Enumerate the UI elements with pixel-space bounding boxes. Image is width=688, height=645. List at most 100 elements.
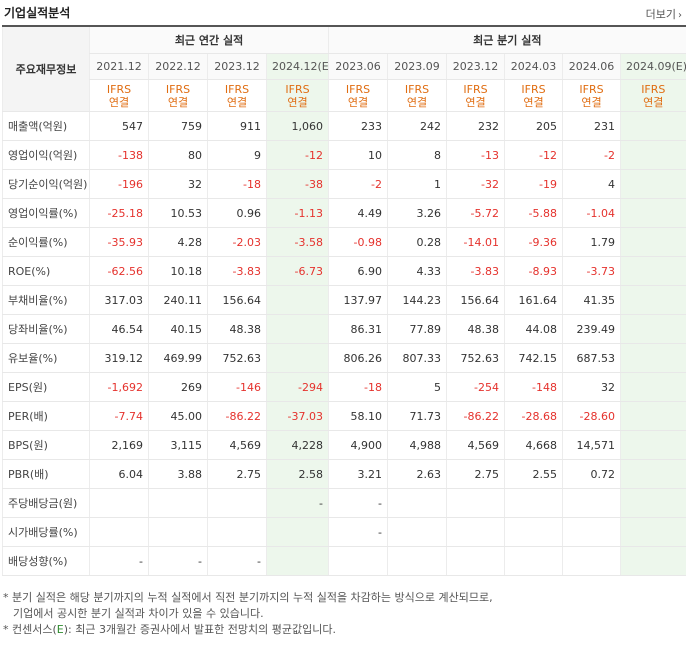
table-cell [265,343,329,373]
table-cell: -2 [562,140,621,170]
table-cell [620,111,686,141]
period-header: 2023.06 [328,53,388,80]
table-cell [620,343,686,373]
table-body: 매출액(억원) 547 759 911 1,060 233 242 232 205 231 영업이익… [2,111,686,576]
table-cell: - [148,546,208,576]
basis-standard: IFRS [106,82,132,96]
table-cell [207,517,267,547]
table-cell: 319.12 [89,343,149,373]
table-cell: 48.38 [446,314,505,344]
table-cell: -148 [504,372,563,402]
table-cell: 752.63 [207,343,267,373]
table-cell: -7.74 [89,401,149,431]
table-cell: 2,169 [89,430,149,460]
table-cell [620,169,686,199]
table-cell: 8 [387,140,447,170]
basis-header: IFRS 연결 [148,79,208,112]
row-label: PBR(배) [2,459,90,489]
table-cell: 2.75 [207,459,267,489]
table-cell: 4,569 [446,430,505,460]
table-cell: 0.96 [207,198,267,228]
table-cell: - [328,517,388,547]
basis-standard: IFRS [285,82,310,96]
table-cell: 4,228 [265,430,329,460]
table-cell: -3.58 [265,227,329,257]
table-cell: 40.15 [148,314,208,344]
table-cell [265,546,329,576]
table-row: PER(배) -7.74 45.00 -86.22 -37.03 58.10 71.73 -8… [2,401,686,431]
table-cell: -0.98 [328,227,388,257]
table-cell: -5.72 [446,198,505,228]
table-row: EPS(원) -1,692 269 -146 -294 -18 5 -254 -148 32 [2,372,686,402]
period-header: 2024.09(E) [620,53,686,80]
table-cell: -3.83 [207,256,267,286]
table-cell: 469.99 [148,343,208,373]
table-cell [89,517,149,547]
table-cell: 205 [504,111,563,141]
table-cell [387,517,447,547]
row-label: 영업이익(억원) [2,140,90,170]
basis-header-row: IFRS 연결 IFRS 연결 IFRS 연결 IFRS 연결 IFRS 연결 IFRS 연결 IFRS… [3,79,686,112]
table-cell: -25.18 [89,198,149,228]
table-cell [562,517,621,547]
table-cell: -18 [207,169,267,199]
section-header: 기업실적분석 더보기 › [0,0,688,26]
table-row: 배당성향(%) - - - [2,546,686,576]
table-cell: 242 [387,111,447,141]
table-cell: 4.49 [328,198,388,228]
basis-standard: IFRS [641,82,666,96]
table-cell [562,546,621,576]
table-cell [446,517,505,547]
table-cell: 807.33 [387,343,447,373]
table-cell [265,285,329,315]
table-cell: - [265,488,329,518]
basis-header: IFRS 연결 [207,79,267,112]
table-cell [504,488,563,518]
table-cell: -196 [89,169,149,199]
annual-header: 최근 연간 실적 [88,26,329,54]
row-label: 매출액(억원) [2,111,90,141]
table-cell: 232 [446,111,505,141]
table-cell [387,546,447,576]
table-cell: 71.73 [387,401,447,431]
table-cell: 687.53 [562,343,621,373]
table-cell [89,488,149,518]
basis-standard: IFRS [404,82,430,96]
table-cell: 10.53 [148,198,208,228]
table-row: 영업이익(억원) -138 80 9 -12 10 8 -13 -12 -2 [2,140,686,170]
table-cell [265,517,329,547]
row-label: 당좌비율(%) [2,314,90,344]
table-cell: 4 [562,169,621,199]
table-cell: -3.73 [562,256,621,286]
period-header: 2023.12 [446,53,505,80]
basis-standard: IFRS [579,82,604,96]
footnote-3-e: E [56,623,64,636]
financial-table: 주요재무정보 최근 연간 실적 최근 분기 실적 2021.12 2022.12 2… [2,25,686,576]
table-cell: 752.63 [446,343,505,373]
basis-consolidated: 연결 [167,95,189,109]
basis-consolidated: 연결 [465,95,486,109]
table-cell: 6.90 [328,256,388,286]
period-header: 2022.12 [148,53,208,80]
table-row: PBR(배) 6.04 3.88 2.75 2.58 3.21 2.63 2.75 2.55 0.… [2,459,686,489]
table-cell: 2.58 [265,459,329,489]
table-cell [446,488,505,518]
basis-standard: IFRS [521,82,546,96]
table-cell: 14,571 [562,430,621,460]
footnote-3: * 컨센서스(E): 최근 3개월간 증권사에서 발표한 전망치의 평균값입니다… [3,622,493,638]
row-label: 시가배당률(%) [2,517,90,547]
basis-header: IFRS 연결 [387,79,447,112]
table-cell: - [207,546,267,576]
table-cell: 86.31 [328,314,388,344]
table-cell: -12 [504,140,563,170]
table-cell: -138 [89,140,149,170]
table-row: ROE(%) -62.56 10.18 -3.83 -6.73 6.90 4.33 -3.83… [2,256,686,286]
table-cell: 4,668 [504,430,563,460]
basis-standard: IFRS [224,82,250,96]
table-cell: -146 [207,372,267,402]
more-link[interactable]: 더보기 › [646,6,682,22]
table-cell: 2.75 [446,459,505,489]
table-cell: 742.15 [504,343,563,373]
table-cell [620,140,686,170]
table-row: BPS(원) 2,169 3,115 4,569 4,228 4,900 4,988 4,56… [2,430,686,460]
